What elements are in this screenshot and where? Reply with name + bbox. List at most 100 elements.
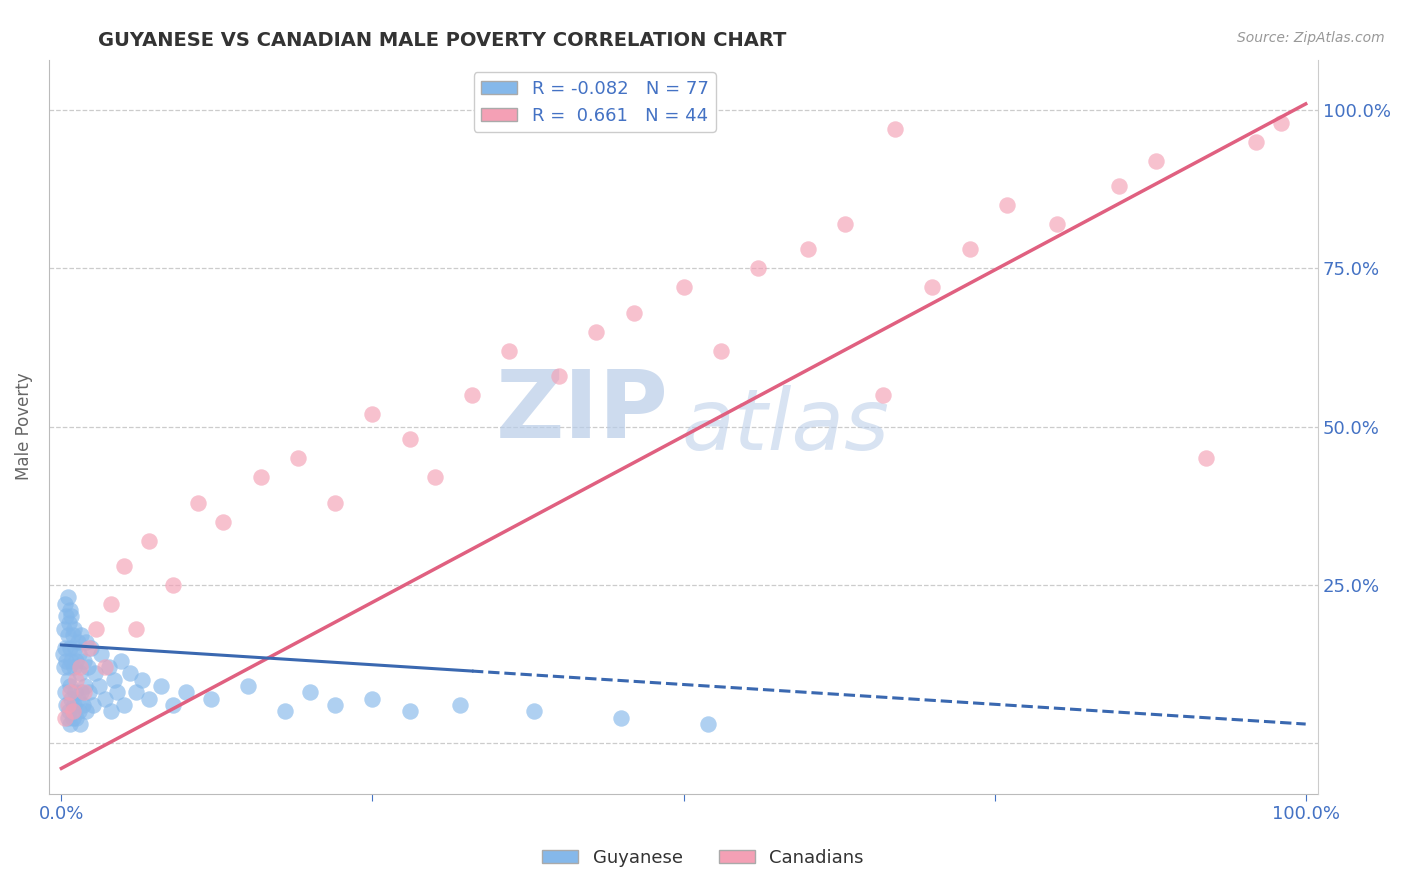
Point <box>100 705 122 719</box>
Point <box>138 533 160 548</box>
Point <box>58 705 80 719</box>
Point <box>53 685 76 699</box>
Point <box>174 685 197 699</box>
Point <box>959 243 981 257</box>
Point <box>1046 217 1069 231</box>
Point <box>131 673 153 687</box>
Point <box>63 660 86 674</box>
Point <box>65 673 87 687</box>
Point <box>449 698 471 712</box>
Point <box>52 648 75 662</box>
Point <box>1244 135 1267 149</box>
Point <box>70 628 93 642</box>
Point <box>80 641 103 656</box>
Point <box>84 666 107 681</box>
Point <box>423 470 446 484</box>
Point <box>1270 116 1292 130</box>
Point <box>53 711 76 725</box>
Point <box>52 660 75 674</box>
Point <box>585 325 607 339</box>
Point <box>58 660 80 674</box>
Point <box>73 654 96 668</box>
Point <box>523 705 546 719</box>
Point <box>1144 153 1167 168</box>
Point <box>138 691 160 706</box>
Point <box>149 679 172 693</box>
Point <box>110 654 132 668</box>
Point <box>361 407 384 421</box>
Point <box>884 122 907 136</box>
Point <box>236 679 259 693</box>
Point <box>498 343 520 358</box>
Point <box>797 243 820 257</box>
Point <box>63 698 86 712</box>
Point <box>58 615 80 630</box>
Point <box>75 635 97 649</box>
Point <box>112 558 135 573</box>
Point <box>63 622 86 636</box>
Point <box>118 666 141 681</box>
Point <box>162 698 184 712</box>
Point <box>610 711 633 725</box>
Y-axis label: Male Poverty: Male Poverty <box>15 373 32 481</box>
Point <box>834 217 856 231</box>
Point <box>995 198 1018 212</box>
Point <box>63 685 86 699</box>
Point <box>55 698 77 712</box>
Point <box>56 711 79 725</box>
Point <box>710 343 733 358</box>
Legend: Guyanese, Canadians: Guyanese, Canadians <box>534 842 872 874</box>
Point <box>287 451 309 466</box>
Point <box>60 691 83 706</box>
Point <box>84 622 107 636</box>
Point <box>59 685 82 699</box>
Point <box>65 654 87 668</box>
Point <box>67 648 90 662</box>
Point <box>274 705 297 719</box>
Point <box>65 711 87 725</box>
Point <box>323 698 346 712</box>
Point <box>73 679 96 693</box>
Point <box>62 705 84 719</box>
Point <box>72 698 94 712</box>
Point <box>94 660 117 674</box>
Point <box>112 698 135 712</box>
Point <box>1108 179 1130 194</box>
Point <box>56 698 79 712</box>
Point <box>623 306 645 320</box>
Point <box>100 597 122 611</box>
Point <box>461 388 484 402</box>
Point <box>55 609 77 624</box>
Point <box>66 635 89 649</box>
Legend: R = -0.082   N = 77, R =  0.661   N = 44: R = -0.082 N = 77, R = 0.661 N = 44 <box>474 72 716 132</box>
Point <box>56 673 79 687</box>
Point <box>67 705 90 719</box>
Point <box>69 666 91 681</box>
Point <box>87 679 110 693</box>
Point <box>77 685 100 699</box>
Point <box>361 691 384 706</box>
Point <box>97 660 120 674</box>
Point <box>69 660 91 674</box>
Point <box>107 685 129 699</box>
Point <box>921 280 943 294</box>
Point <box>398 705 420 719</box>
Point <box>299 685 322 699</box>
Point <box>73 685 96 699</box>
Text: atlas: atlas <box>681 385 889 468</box>
Point <box>60 654 83 668</box>
Point <box>125 622 148 636</box>
Point <box>60 609 83 624</box>
Point <box>548 369 571 384</box>
Point <box>70 685 93 699</box>
Point <box>162 578 184 592</box>
Point <box>103 673 125 687</box>
Point <box>212 515 235 529</box>
Point <box>75 705 97 719</box>
Point <box>94 691 117 706</box>
Point <box>59 603 82 617</box>
Point <box>249 470 271 484</box>
Text: Source: ZipAtlas.com: Source: ZipAtlas.com <box>1237 31 1385 45</box>
Point <box>69 717 91 731</box>
Point <box>55 654 77 668</box>
